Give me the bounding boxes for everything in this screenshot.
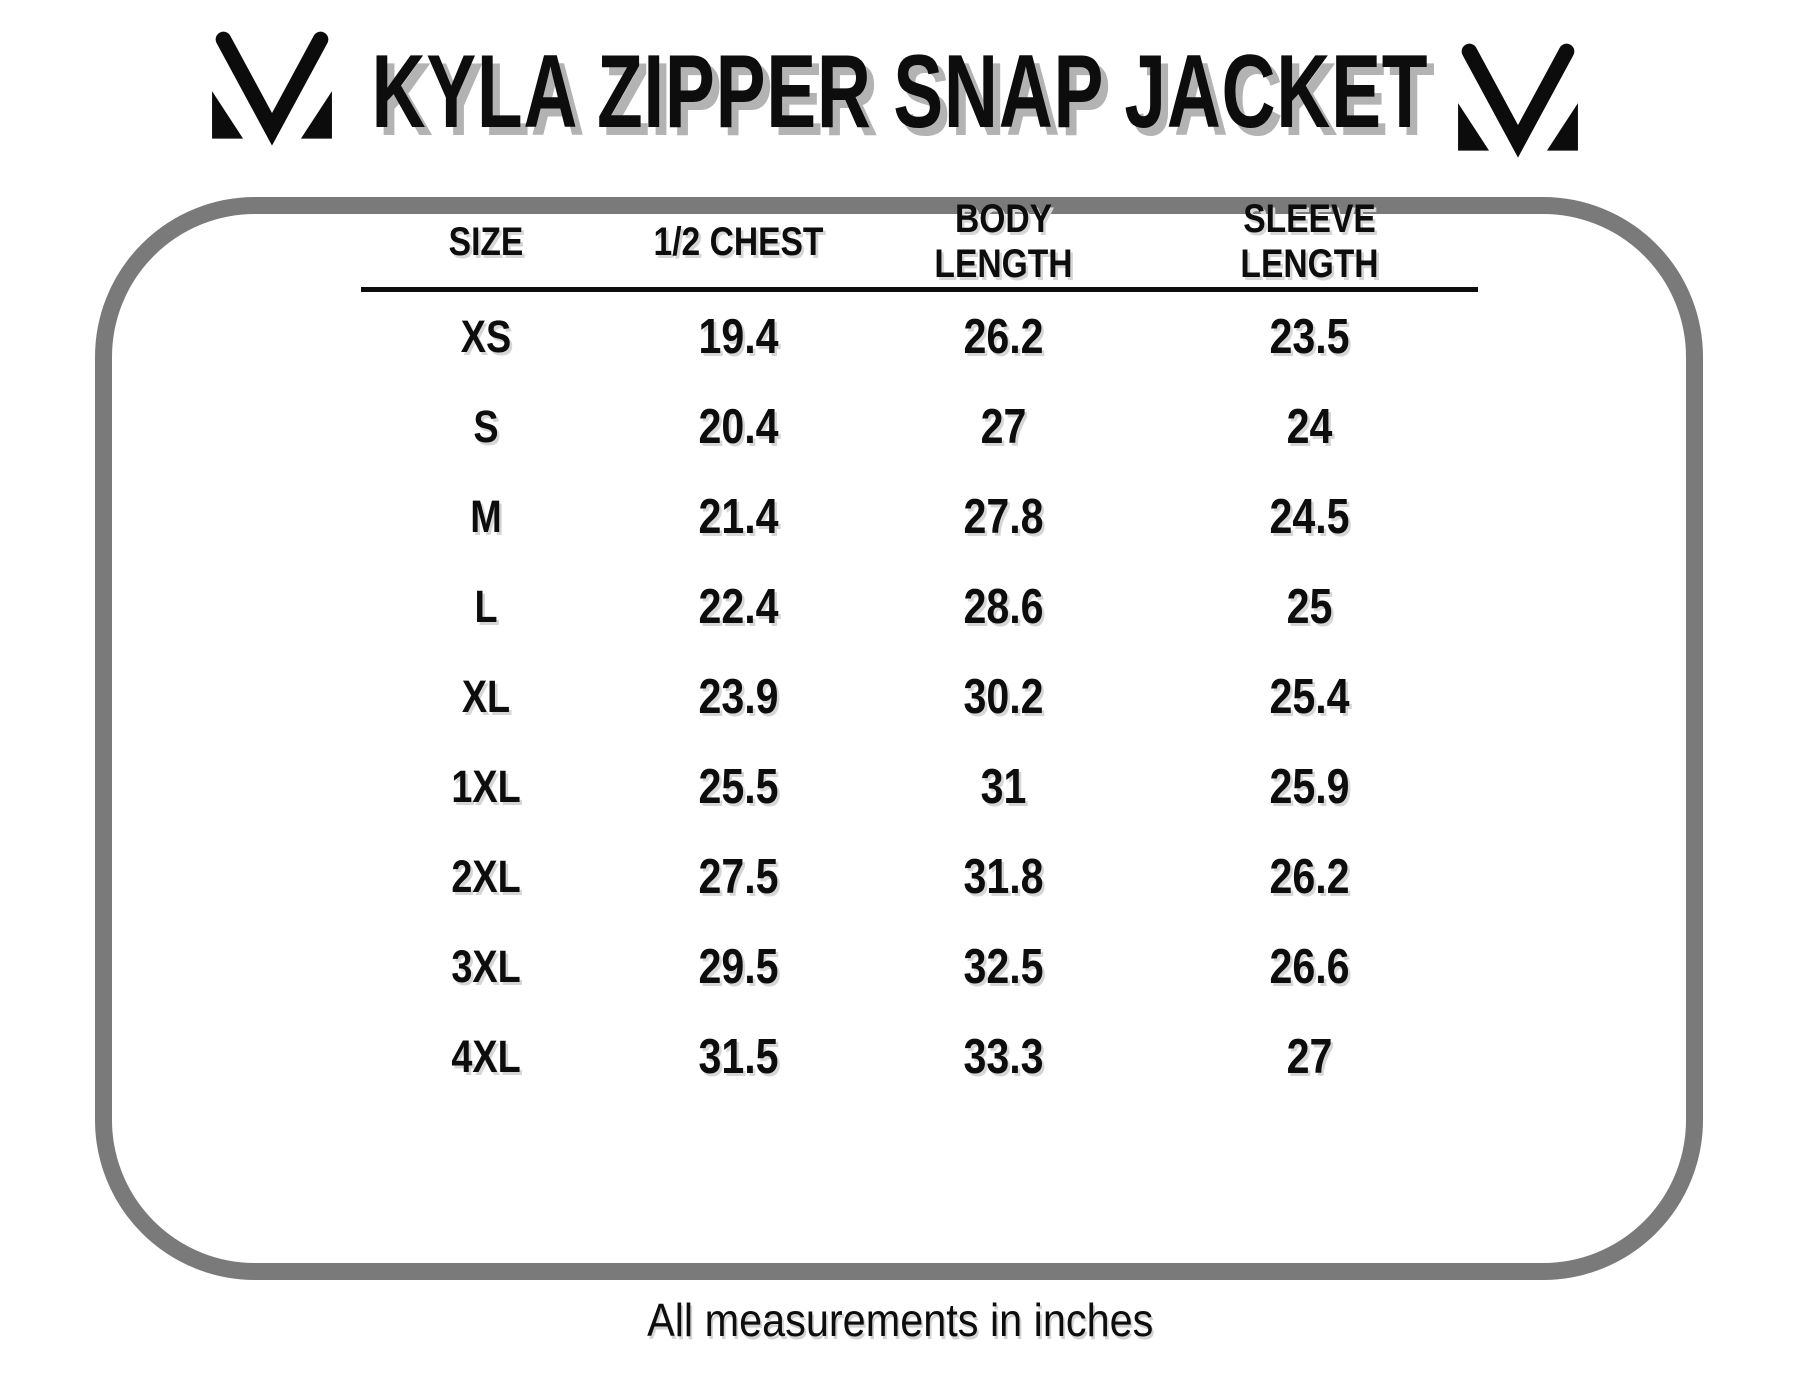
column-header-line: BODY	[954, 197, 1053, 241]
column-header-1-2-chest: 1/2 CHEST	[631, 220, 845, 265]
table-row-m: M 21.4 27.8 24.5	[361, 472, 1478, 562]
value-cell-sleeve-length: 27	[1286, 1030, 1333, 1084]
column-header-body-length: BODY LENGTH	[888, 197, 1119, 287]
value-cell-1-2-chest: 27.5	[698, 850, 779, 904]
value-cell-1-2-chest: 31.5	[698, 1030, 779, 1084]
value-cell-sleeve-length: 26.2	[1269, 850, 1350, 904]
size-cell: M	[470, 491, 502, 542]
table-row-3xl: 3XL 29.5 32.5 26.6	[361, 922, 1478, 1012]
value-cell-1-2-chest: 19.4	[698, 310, 779, 364]
table-row-2xl: 2XL 27.5 31.8 26.2	[361, 832, 1478, 922]
mv-monogram-icon	[1458, 43, 1578, 158]
value-cell-sleeve-length: 25	[1286, 580, 1333, 634]
rounded-border-frame	[95, 197, 1703, 1280]
size-cell: 3XL	[451, 941, 521, 992]
mv-monogram-icon	[212, 31, 332, 146]
column-header-line: LENGTH	[1240, 242, 1379, 286]
column-header-line: 1/2 CHEST	[653, 219, 824, 264]
table-body: XS 19.4 26.2 23.5 S 20.4 27 24 M 21.4 27.8 24.5 L 22.…	[361, 292, 1478, 1102]
size-cell: XL	[461, 671, 511, 722]
column-header-size: SIZE	[381, 220, 591, 265]
value-cell-body-length: 31.8	[963, 850, 1044, 904]
table-row-xl: XL 23.9 30.2 25.4	[361, 652, 1478, 742]
value-cell-body-length: 33.3	[963, 1030, 1044, 1084]
value-cell-1-2-chest: 25.5	[698, 760, 779, 814]
size-cell: XS	[460, 311, 512, 362]
value-cell-sleeve-length: 23.5	[1269, 310, 1350, 364]
column-header-sleeve-length: SLEEVE LENGTH	[1168, 197, 1451, 287]
value-cell-1-2-chest: 29.5	[698, 940, 779, 994]
value-cell-sleeve-length: 24	[1286, 400, 1333, 454]
brand-logo-left	[210, 30, 334, 148]
value-cell-sleeve-length: 25.4	[1269, 670, 1350, 724]
size-cell: 1XL	[451, 761, 521, 812]
value-cell-1-2-chest: 23.9	[698, 670, 779, 724]
table-row-l: L 22.4 28.6 25	[361, 562, 1478, 652]
brand-logo-right	[1456, 42, 1580, 160]
value-cell-body-length: 30.2	[963, 670, 1044, 724]
value-cell-body-length: 32.5	[963, 940, 1044, 994]
value-cell-body-length: 27	[980, 400, 1027, 454]
header-divider	[361, 287, 1478, 292]
value-cell-body-length: 28.6	[963, 580, 1044, 634]
size-cell: 2XL	[451, 851, 521, 902]
size-cell: S	[473, 401, 499, 452]
column-header-line: SIZE	[448, 219, 524, 264]
value-cell-1-2-chest: 21.4	[698, 490, 779, 544]
page-title-text: KYLA ZIPPER SNAP JACKET	[371, 34, 1429, 150]
size-cell: 4XL	[451, 1031, 521, 1082]
size-cell: L	[474, 581, 498, 632]
size-chart-table: SIZE 1/2 CHEST BODY LENGTH SLEEVE LENGTH XS 19…	[361, 197, 1478, 1102]
value-cell-body-length: 31	[980, 760, 1027, 814]
measurements-footnote: All measurements in inches	[0, 1294, 1800, 1346]
column-header-line: LENGTH	[934, 242, 1073, 286]
value-cell-1-2-chest: 20.4	[698, 400, 779, 454]
value-cell-sleeve-length: 24.5	[1269, 490, 1350, 544]
value-cell-sleeve-length: 26.6	[1269, 940, 1350, 994]
table-header-row: SIZE 1/2 CHEST BODY LENGTH SLEEVE LENGTH	[361, 197, 1478, 287]
value-cell-sleeve-length: 25.9	[1269, 760, 1350, 814]
table-row-s: S 20.4 27 24	[361, 382, 1478, 472]
table-row-1xl: 1XL 25.5 31 25.9	[361, 742, 1478, 832]
table-row-xs: XS 19.4 26.2 23.5	[361, 292, 1478, 382]
value-cell-1-2-chest: 22.4	[698, 580, 779, 634]
measurements-footnote-text: All measurements in inches	[646, 1294, 1154, 1346]
column-header-line: SLEEVE	[1243, 197, 1376, 241]
value-cell-body-length: 27.8	[963, 490, 1044, 544]
page-title: KYLA ZIPPER SNAP JACKET	[0, 40, 1800, 144]
value-cell-body-length: 26.2	[963, 310, 1044, 364]
table-row-4xl: 4XL 31.5 33.3 27	[361, 1012, 1478, 1102]
